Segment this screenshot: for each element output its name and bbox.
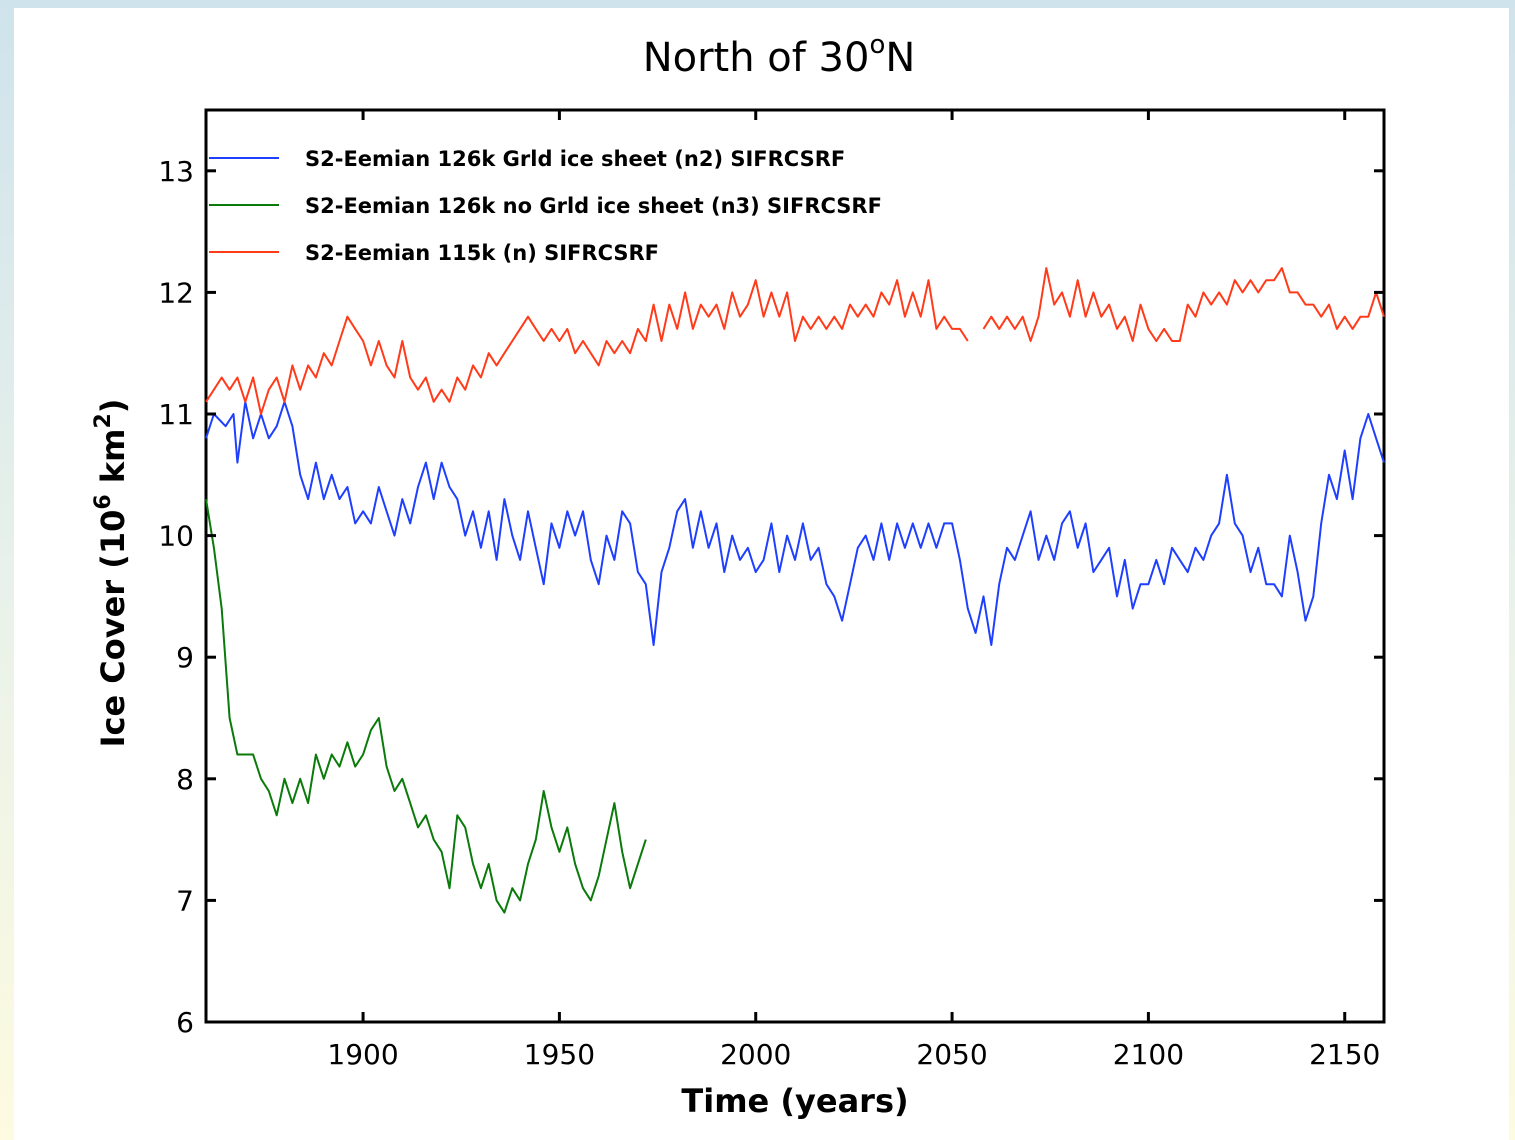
legend: S2-Eemian 126k Grld ice sheet (n2) SIFRC… bbox=[209, 147, 882, 265]
legend-label-2: S2-Eemian 126k no Grld ice sheet (n3) SI… bbox=[305, 194, 882, 218]
x-tick-label: 2050 bbox=[916, 1038, 987, 1071]
x-tick-label: 2100 bbox=[1113, 1038, 1184, 1071]
y-tick-label: 8 bbox=[176, 763, 194, 796]
x-tick-label: 2150 bbox=[1309, 1038, 1380, 1071]
chart-title-text: North of 30oN bbox=[643, 30, 916, 81]
y-tick-label: 13 bbox=[158, 155, 194, 188]
y-tick-label: 9 bbox=[176, 641, 194, 674]
y-tick-label: 11 bbox=[158, 398, 194, 431]
x-tick-label: 1900 bbox=[327, 1038, 398, 1071]
y-tick-label: 6 bbox=[176, 1006, 194, 1039]
x-tick-label: 1950 bbox=[524, 1038, 595, 1071]
y-axis: 6 7 8 9 10 11 12 13 bbox=[158, 155, 1384, 1039]
series-line-1 bbox=[205, 400, 1385, 646]
y-tick-label: 12 bbox=[158, 276, 194, 309]
series-line-3 bbox=[205, 279, 969, 415]
plot-area bbox=[204, 108, 1386, 1024]
chart-frame: North of 30oN 6 7 8 9 10 11 12 13 1900 1950 2000 2… bbox=[14, 8, 1509, 1140]
legend-label-1: S2-Eemian 126k Grld ice sheet (n2) SIFRC… bbox=[305, 147, 845, 171]
chart-title: North of 30oN bbox=[643, 30, 916, 81]
y-axis-title: Ice Cover (106 km2) bbox=[91, 399, 132, 748]
x-axis-title: Time (years) bbox=[681, 1082, 908, 1120]
y-tick-label: 10 bbox=[158, 520, 194, 553]
y-tick-label: 7 bbox=[176, 884, 194, 917]
series-line-4 bbox=[982, 267, 1385, 342]
line-chart: North of 30oN 6 7 8 9 10 11 12 13 1900 1950 2000 2… bbox=[91, 30, 1386, 1120]
x-axis: 1900 1950 2000 2050 2100 2150 bbox=[327, 110, 1380, 1071]
series-line-2 bbox=[205, 498, 647, 914]
x-tick-label: 2000 bbox=[720, 1038, 791, 1071]
legend-label-3: S2-Eemian 115k (n) SIFRCSRF bbox=[305, 241, 659, 265]
series-layer bbox=[205, 267, 1385, 914]
